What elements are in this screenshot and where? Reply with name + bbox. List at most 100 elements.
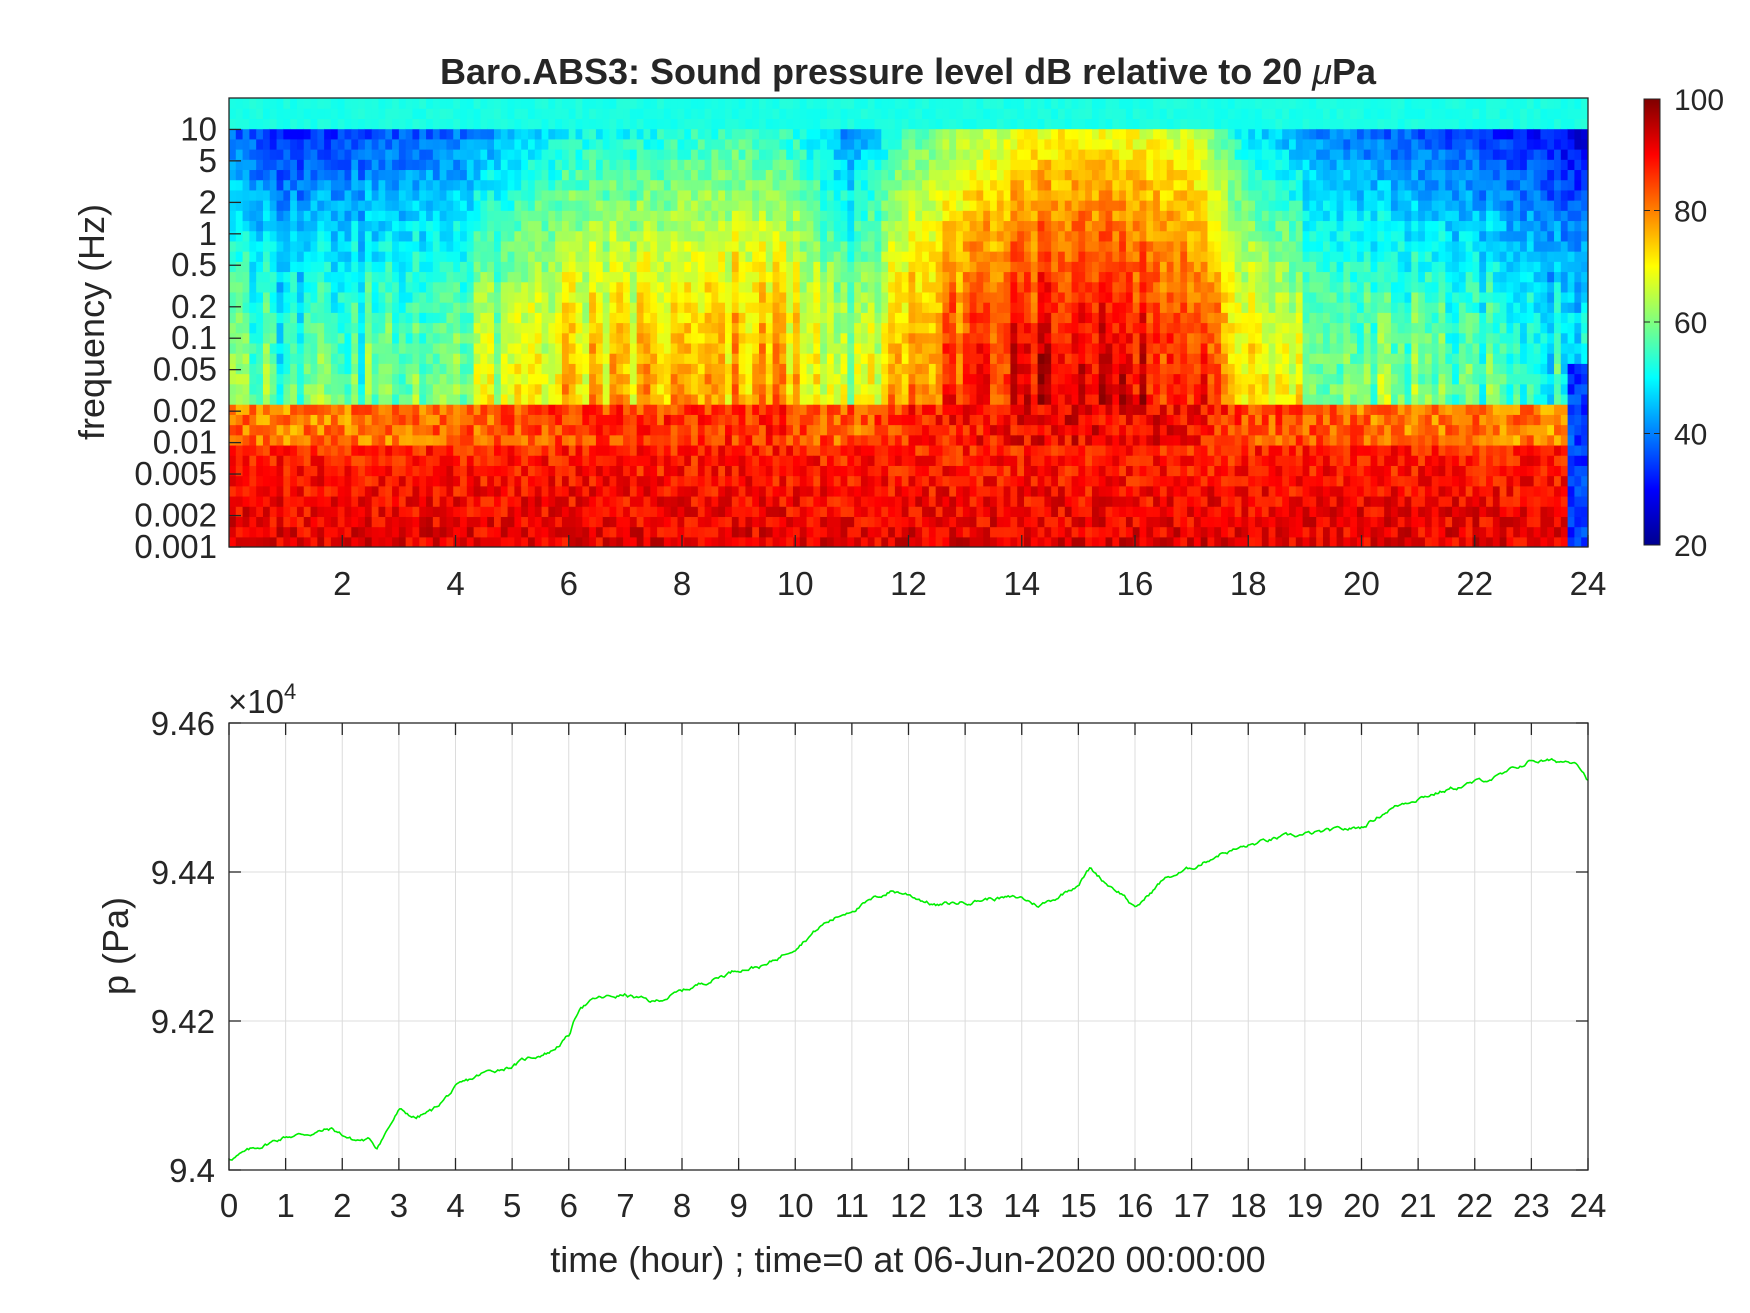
spectrogram-cell (460, 302, 468, 313)
spectrogram-cell (290, 404, 298, 415)
spectrogram-cell (466, 251, 475, 262)
spectrogram-cell (860, 322, 869, 334)
spectrogram-cell (725, 98, 733, 109)
spectrogram-cell (888, 393, 896, 405)
spectrogram-cell (534, 169, 543, 181)
spectrogram-cell (534, 108, 543, 119)
spectrogram-cell (351, 332, 359, 344)
spectrogram-cell (745, 393, 753, 405)
spectrogram-cell (840, 169, 848, 181)
spectrogram-cell (364, 373, 373, 385)
spectrogram-cell (419, 444, 427, 456)
spectrogram-cell (623, 526, 631, 538)
spectrogram-cell (867, 128, 876, 140)
spectrogram-cell (351, 393, 359, 405)
spectrogram-cell (575, 332, 583, 344)
spectrogram-cell (657, 271, 665, 283)
spectrogram-cell (432, 475, 441, 487)
spectrogram-cell (337, 383, 346, 395)
spectrogram-cell (765, 353, 774, 364)
spectrogram-cell (969, 118, 978, 130)
spectrogram-cell (874, 434, 882, 446)
spectrogram-cell (242, 118, 250, 130)
spectrogram-cell (330, 342, 339, 354)
spectrogram-cell (942, 506, 950, 517)
spectrogram-cell (908, 373, 916, 385)
spectrogram-cell (582, 240, 590, 252)
spectrogram-cell (908, 271, 916, 283)
spectrogram-cell (956, 332, 964, 344)
spectrogram-cell (609, 312, 617, 324)
spectrogram-cell (983, 444, 991, 456)
spectrogram-cell (956, 465, 964, 477)
spectrogram-cell (371, 444, 380, 456)
spectrogram-cell (514, 230, 522, 242)
spectrogram-cell (609, 353, 617, 364)
spectrogram-cell (310, 210, 318, 222)
spectrogram-cell (935, 383, 944, 395)
spectrogram-cell (235, 404, 244, 415)
spectrogram-cell (765, 169, 774, 181)
spectrogram-cell (269, 424, 278, 436)
spectrogram-cell (840, 353, 848, 364)
spectrogram-cell (677, 118, 685, 130)
spectrogram-cell (507, 536, 515, 547)
spectrogram-cell (385, 393, 393, 405)
spectrogram-cell (303, 312, 312, 324)
spectrogram-cell (446, 342, 454, 354)
spectrogram-cell (568, 373, 577, 385)
spectrogram-cell (358, 98, 366, 109)
spectrogram-cell (976, 138, 984, 150)
spectrogram-cell (935, 169, 944, 181)
spectrogram-cell (684, 363, 692, 375)
spectrogram-cell (344, 169, 352, 181)
spectrogram-cell (609, 444, 617, 456)
spectrogram-cell (364, 322, 373, 334)
spectrogram-cell (242, 363, 250, 375)
spectrogram-cell (521, 373, 529, 385)
spectrogram-cell (351, 485, 359, 497)
spectrogram-cell (922, 261, 930, 273)
spectrogram-cell (969, 465, 978, 477)
spectrogram-cell (860, 404, 869, 415)
spectrogram-cell (494, 281, 502, 293)
spectrogram-cell (650, 261, 658, 273)
spectrogram-cell (731, 393, 740, 405)
spectrogram-cell (371, 271, 380, 283)
spectrogram-cell (568, 261, 577, 273)
spectrogram-cell (996, 373, 1005, 385)
spectrogram-cell (616, 465, 624, 477)
spectrogram-cell (249, 516, 257, 528)
spectrogram-cell (759, 424, 767, 436)
spectrogram-cell (636, 495, 645, 507)
spectrogram-cell (568, 189, 577, 201)
spectrogram-cell (317, 516, 325, 528)
spectrogram-cell (480, 179, 488, 191)
spectrogram-cell (956, 353, 964, 364)
spectrogram-cell (663, 495, 672, 507)
spectrogram-cell (337, 495, 346, 507)
spectrogram-cell (276, 302, 284, 313)
spectrogram-cell (392, 230, 400, 242)
spectrogram-cell (358, 302, 366, 313)
spectrogram-cell (460, 220, 468, 232)
spectrogram-cell (439, 200, 448, 211)
spectrogram-cell (358, 138, 366, 150)
spectrogram-cell (256, 138, 264, 150)
spectrogram-cell (527, 536, 536, 547)
spectrogram-cell (392, 414, 400, 426)
spectrogram-cell (874, 404, 882, 415)
spectrogram-cell (514, 200, 522, 211)
spectrogram-cell (813, 261, 821, 273)
spectrogram-cell (290, 444, 298, 456)
spectrogram-cell (344, 485, 352, 497)
spectrogram-cell (867, 536, 876, 547)
spectrogram-cell (283, 291, 291, 303)
spectrogram-cell (792, 414, 801, 426)
spectrogram-cell (405, 159, 414, 171)
spectrogram-cell (629, 536, 638, 547)
spectrogram-cell (229, 210, 237, 222)
spectrogram-cell (928, 200, 937, 211)
spectrogram-plot: Baro.ABS3: Sound pressure level dB relat… (71, 51, 1606, 602)
spectrogram-cell (854, 495, 862, 507)
